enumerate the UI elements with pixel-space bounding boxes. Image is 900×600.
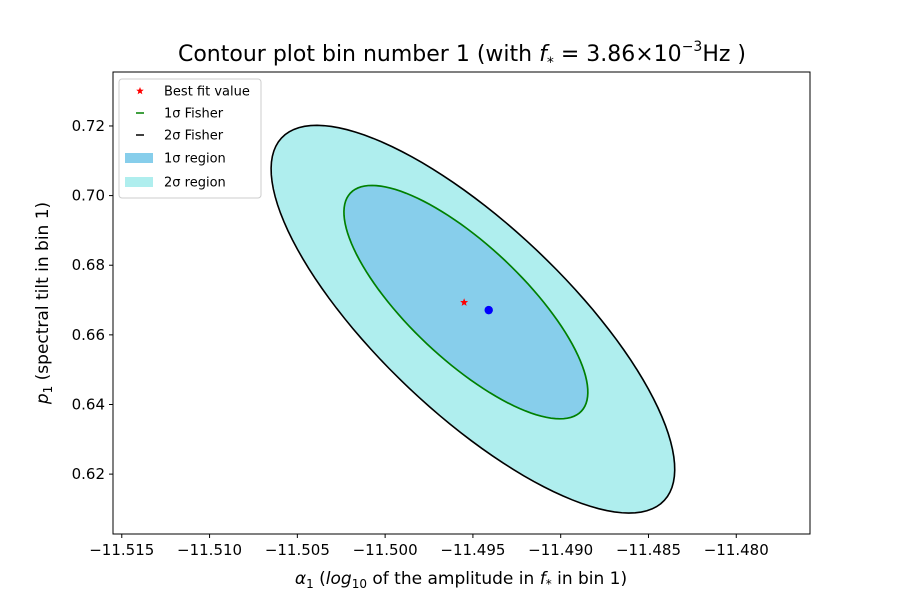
x-tick-label: −11.480 xyxy=(704,541,769,559)
y-tick-label: 0.72 xyxy=(72,117,105,135)
legend-label: 2σ region xyxy=(164,176,226,191)
x-axis-ticks: −11.515 −11.510 −11.505 −11.500 −11.495 −11.4… xyxy=(89,534,769,559)
true-value-marker xyxy=(484,305,493,315)
legend-box xyxy=(118,78,262,199)
y-tick-label: 0.70 xyxy=(72,187,105,205)
best-fit-marker xyxy=(460,298,469,306)
legend: Best fit value 1σ Fisher 2σ Fisher 1σ regio… xyxy=(118,78,262,199)
legend-patch-icon xyxy=(125,153,153,163)
y-tick-label: 0.62 xyxy=(72,465,105,483)
legend-label: 1σ region xyxy=(164,152,226,167)
chart-title: Contour plot bin number 1 (with f* = 3.8… xyxy=(178,39,746,71)
x-tick-label: −11.490 xyxy=(528,541,593,559)
y-tick-label: 0.64 xyxy=(72,395,105,413)
x-tick-label: −11.500 xyxy=(353,541,418,559)
legend-label: Best fit value xyxy=(164,85,250,100)
x-tick-label: −11.485 xyxy=(616,541,681,559)
x-axis-label: α1 (log10 of the amplitude in f* in bin … xyxy=(295,569,627,591)
y-axis-ticks: 0.62 0.64 0.66 0.68 0.70 0.72 xyxy=(72,117,113,483)
x-tick-label: −11.495 xyxy=(440,541,505,559)
legend-label: 2σ Fisher xyxy=(164,129,224,144)
y-tick-label: 0.66 xyxy=(72,326,105,344)
legend-star-icon xyxy=(136,87,144,95)
x-tick-label: −11.515 xyxy=(89,541,154,559)
fisher-ellipses xyxy=(270,124,676,514)
data-points xyxy=(460,298,493,315)
fisher-ellipse-1sigma xyxy=(343,184,589,420)
x-tick-label: −11.505 xyxy=(265,541,330,559)
x-tick-label: −11.510 xyxy=(177,541,242,559)
y-axis-label: p1 (spectral tilt in bin 1) xyxy=(33,202,55,405)
legend-label: 1σ Fisher xyxy=(164,107,224,122)
fisher-ellipse-2sigma xyxy=(270,124,676,514)
y-tick-label: 0.68 xyxy=(72,256,105,274)
legend-patch-icon xyxy=(125,177,153,187)
axes-frame xyxy=(112,71,811,535)
